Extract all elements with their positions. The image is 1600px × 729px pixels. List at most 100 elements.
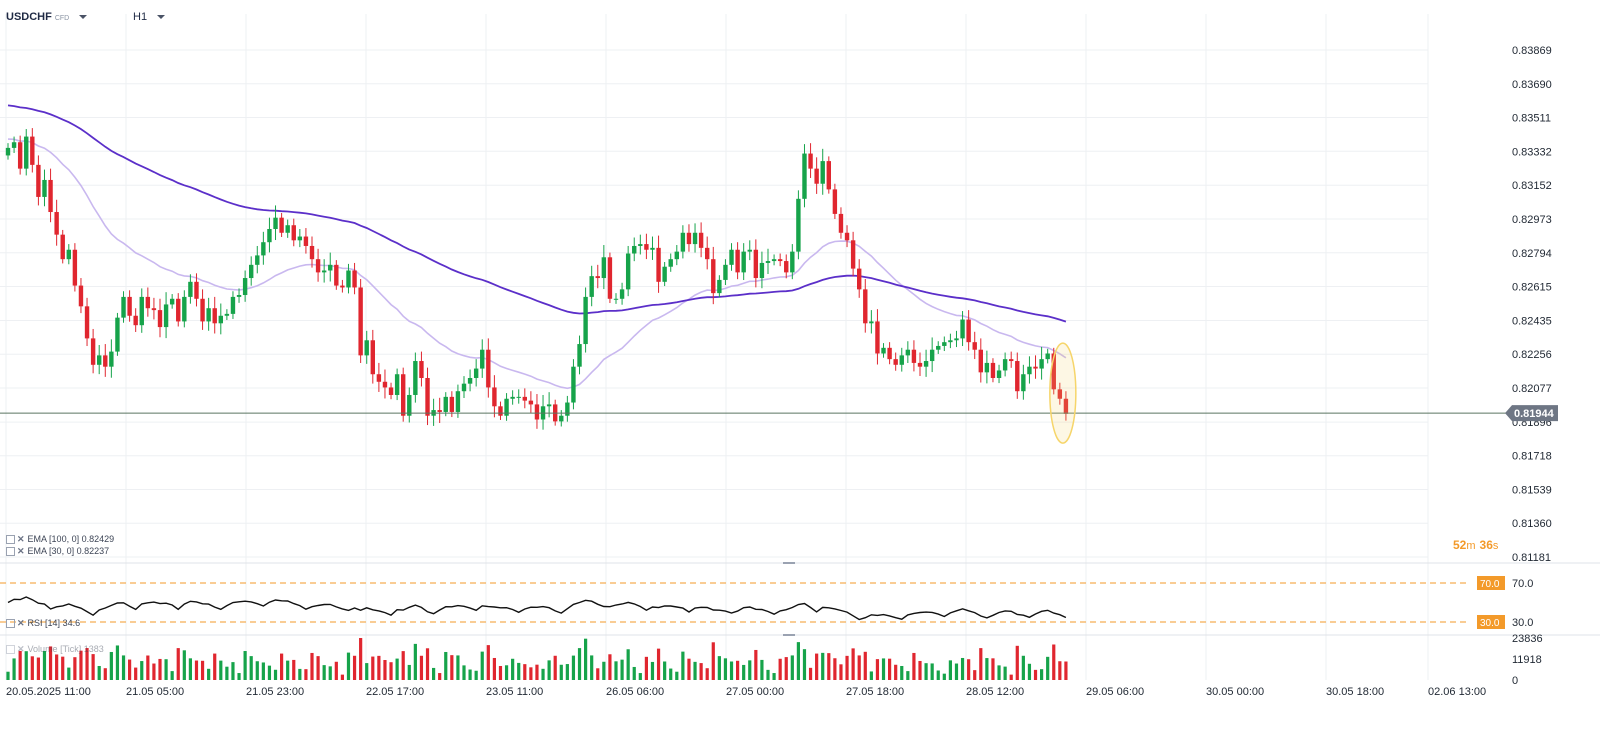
volume-bar (553, 655, 557, 680)
candle-body (595, 276, 600, 279)
volume-bar (188, 658, 192, 680)
candle (498, 401, 503, 420)
close-icon[interactable]: ✕ (17, 546, 25, 556)
volume-bar (851, 648, 855, 680)
volume-bar (918, 660, 922, 680)
candle-body (309, 245, 315, 260)
settings-icon[interactable] (6, 619, 15, 629)
candle (735, 242, 740, 280)
volume-bar (413, 643, 417, 680)
candle-body (759, 262, 765, 279)
volume-bar (243, 651, 247, 680)
candle (54, 199, 59, 246)
volume-bar (12, 658, 16, 680)
close-icon[interactable]: ✕ (17, 644, 25, 654)
candle (109, 339, 114, 378)
volume-bar (261, 662, 265, 680)
candle (42, 169, 47, 207)
legend-ema30[interactable]: ✕ EMA [30, 0] 0.82237 (6, 546, 109, 557)
candle (1057, 382, 1063, 405)
y-tick-label: 0.82256 (1512, 349, 1552, 361)
volume-bar (985, 658, 989, 680)
y-tick-label: 0.82435 (1512, 315, 1552, 327)
volume-bar (1003, 666, 1007, 680)
volume-bar (638, 673, 642, 680)
candle (291, 218, 296, 247)
candle (139, 288, 144, 333)
volume-bar (468, 669, 472, 680)
volume-bar (742, 664, 746, 680)
candle-body (1033, 366, 1038, 369)
candle-body (729, 249, 734, 265)
candle-body (334, 264, 339, 286)
volume-bar (200, 660, 205, 680)
countdown-minutes: 52 (1453, 538, 1467, 552)
candle-body (753, 249, 759, 279)
candle (984, 350, 990, 384)
volume-bar (979, 648, 983, 680)
timeframe-selector[interactable]: H1 (133, 11, 166, 23)
settings-icon[interactable] (6, 645, 15, 655)
candle-body (401, 374, 406, 416)
volume-bar (401, 651, 405, 680)
candle-body (1051, 353, 1056, 390)
legend-rsi[interactable]: ✕ RSI [14] 34.6 (6, 618, 80, 629)
volume-bar (383, 660, 387, 680)
close-icon[interactable]: ✕ (17, 618, 25, 628)
symbol-selector[interactable]: USDCHF CFD (6, 11, 88, 23)
volume-bar (498, 665, 503, 680)
candle (522, 388, 527, 409)
volume-bar (875, 659, 880, 680)
candle (273, 205, 278, 241)
candle (249, 256, 254, 286)
volume-bar (991, 658, 995, 680)
candle-body (735, 249, 740, 273)
candle (1045, 348, 1050, 364)
volume-bar (158, 658, 162, 680)
volume-bar (492, 657, 496, 680)
legend-ema100[interactable]: ✕ EMA [100, 0] 0.82429 (6, 534, 114, 545)
candle-body (881, 347, 886, 354)
volume-bar (705, 668, 709, 680)
candle (747, 240, 752, 261)
highlight-ellipse (1049, 342, 1077, 444)
volume-bar (523, 664, 527, 680)
volume-bar (565, 664, 569, 680)
candle (66, 244, 71, 265)
candle-body (705, 247, 710, 260)
candle (966, 310, 971, 351)
candle (838, 207, 844, 239)
candle (638, 234, 643, 255)
candle (863, 278, 868, 333)
candle (437, 397, 442, 423)
volume-bar (48, 646, 53, 680)
candle (668, 253, 673, 272)
candle-body (176, 298, 181, 322)
volume-bar (559, 664, 563, 680)
candle-body (583, 296, 588, 345)
candle-body (546, 404, 552, 407)
close-icon[interactable]: ✕ (17, 534, 25, 544)
candle-body (169, 298, 175, 305)
rsi-line (7, 596, 1067, 621)
settings-icon[interactable] (6, 535, 15, 545)
candle (656, 235, 661, 293)
volume-bar (310, 652, 314, 680)
legend-volume[interactable]: ✕ Volume [Tick] 1383 (6, 644, 104, 655)
candle (850, 231, 856, 277)
candle-body (741, 251, 746, 273)
volume-bar (194, 660, 199, 680)
candle-body (48, 179, 53, 213)
candle-body (954, 338, 959, 341)
candle (182, 290, 187, 328)
candle-body (686, 232, 692, 245)
volume-bar (267, 665, 272, 680)
candle (540, 394, 546, 430)
volume-bar (280, 653, 284, 680)
candle-body (36, 164, 41, 197)
candle (802, 144, 807, 208)
settings-icon[interactable] (6, 547, 15, 557)
candle-body (1039, 359, 1044, 369)
volume-bar (292, 659, 296, 680)
